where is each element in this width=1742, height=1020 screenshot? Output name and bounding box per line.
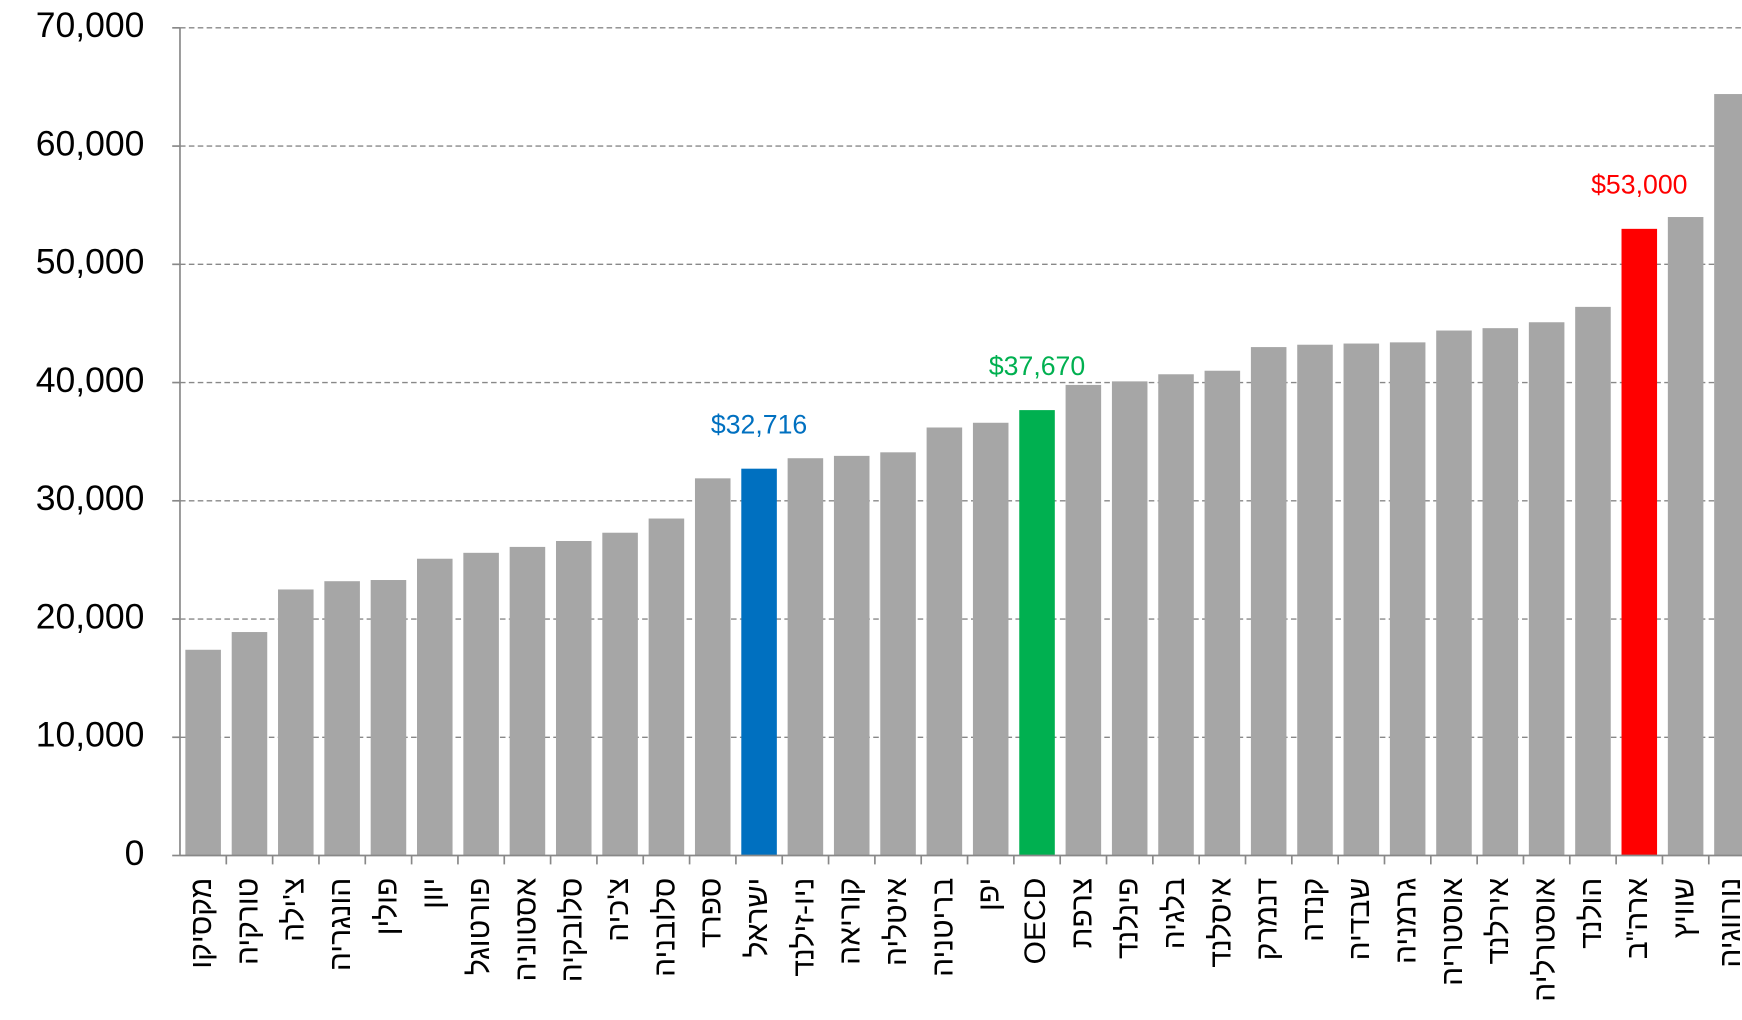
bar [1575,306,1611,856]
x-tick-label: גרמניה [1390,878,1423,964]
y-tick-label: 60,000 [36,123,145,163]
x-tick-label: ניו-זילנד [787,878,820,977]
bar [1436,330,1472,856]
value-label: $32,716 [711,410,807,440]
y-tick-label: 0 [125,833,145,873]
bar [1065,384,1102,856]
x-tick-label: קוריאה [834,878,867,965]
x-tick-label: שוויץ [1668,878,1701,938]
bar [417,558,453,856]
x-tick-label: אירלנד [1482,878,1515,965]
x-tick-label: בריטניה [926,878,959,977]
y-tick-label: 20,000 [36,596,145,636]
x-tick-label: סלובניה [648,878,681,977]
bar [278,589,314,856]
bar [231,632,268,856]
bar [787,458,824,856]
x-tick-label: טורקיה [231,878,264,965]
x-tick-label: אוסטריה [1436,878,1469,986]
bar [185,649,221,856]
x-tick-label: OECD [1019,878,1052,965]
bar [648,518,685,856]
x-tick-label: ספרד [695,878,728,948]
bar [602,532,638,856]
x-tick-label: דנמרק [1251,878,1284,961]
x-tick-label: איטליה [880,878,913,966]
bar [880,452,916,856]
bar [1714,94,1742,856]
x-tick-label: יוון [417,878,450,909]
bar [926,427,963,856]
value-label: $37,670 [989,351,1085,381]
bar [1019,410,1055,856]
x-tick-label: צ'ילה [278,878,311,942]
x-tick-label: ארה"ב [1621,878,1654,960]
bar [694,478,731,856]
x-tick-label: צ'כיה [602,878,635,942]
bar [972,422,1009,856]
x-tick-label: אוסטרליה [1529,878,1562,1002]
x-tick-label: סלובקיה [556,878,589,983]
x-tick-label: איסלנד [1204,878,1237,968]
y-tick-label: 50,000 [36,242,145,282]
y-tick-label: 70,000 [36,5,145,45]
x-tick-label: צרפת [1065,878,1098,948]
bar [370,580,407,856]
x-tick-label: פורטוגל [463,878,496,975]
bar [1528,322,1565,856]
bar [1204,370,1241,856]
x-tick-label: פולין [370,878,403,936]
bar [1297,344,1333,856]
x-tick-label: הולנד [1575,878,1608,949]
bar [1250,347,1287,856]
y-tick-label: 10,000 [36,715,145,755]
x-tick-label: בלגיה [1158,878,1191,950]
x-tick-label: ישראל [741,878,774,958]
y-tick-label: 40,000 [36,360,145,400]
x-tick-label: שבדיה [1343,878,1376,961]
x-tick-label: הונגריה [324,878,357,971]
x-tick-label: נורווגיה [1714,878,1742,968]
bar [1158,374,1194,856]
bar [1482,328,1519,856]
bar [1343,343,1380,856]
x-tick-label: פינלנד [1112,878,1145,959]
x-tick-label: קנדה [1297,878,1330,942]
x-tick-label: יפן [973,878,1006,911]
y-tick-label: 30,000 [36,478,145,518]
bar [741,468,777,856]
bar [833,455,870,856]
bar [1389,342,1426,856]
value-label: $53,000 [1591,170,1687,200]
bar [555,540,592,856]
bar [463,552,499,856]
x-tick-label: אסטוניה [509,878,542,982]
x-tick-label: מקסיקו [185,878,218,969]
bar [509,546,546,856]
bar [1621,228,1658,856]
bar [1667,217,1704,856]
bar [324,581,360,856]
bar [1111,381,1148,856]
